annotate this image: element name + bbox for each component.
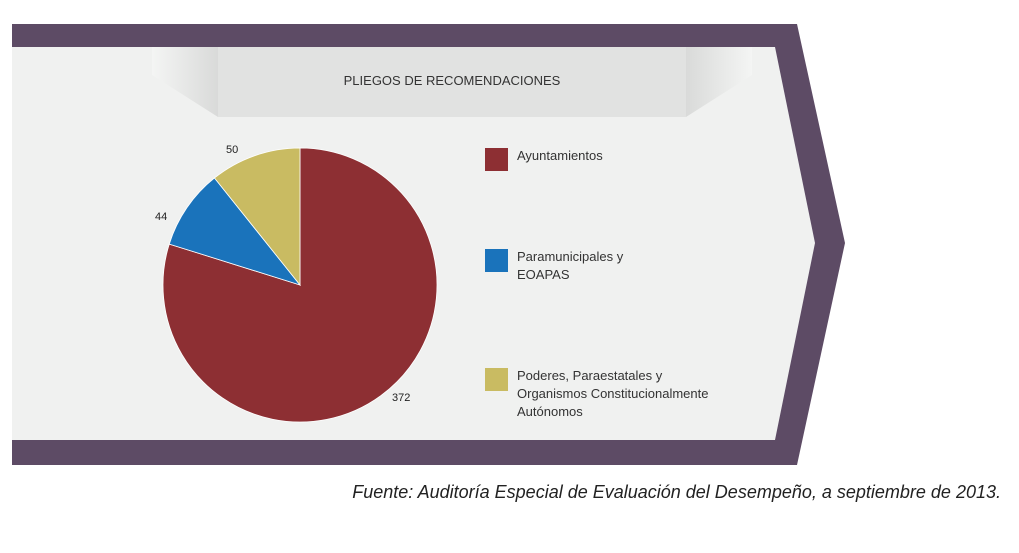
chart-title: PLIEGOS DE RECOMENDACIONES xyxy=(343,73,561,88)
title-band-right-wing xyxy=(686,47,752,117)
legend-swatch-ayuntamientos xyxy=(485,148,508,171)
slice-label-ayuntamientos: 372 xyxy=(392,392,411,404)
slice-label-poderes: 50 xyxy=(226,144,239,156)
pie-slice-paramunicipales xyxy=(168,177,302,286)
title-band xyxy=(218,47,686,117)
legend-swatch-paramunicipales xyxy=(485,249,508,272)
pie-slice-poderes xyxy=(213,147,301,287)
legend-label-poderes: Poderes, Paraestatales y Organismos Cons… xyxy=(517,368,709,419)
title-band-left-wing xyxy=(152,47,218,117)
legend-label-paramunicipales: Paramunicipales y EOAPAS xyxy=(517,249,624,282)
slice-label-paramunicipales: 44 xyxy=(155,211,168,223)
source-note: Fuente: Auditoría Especial de Evaluación… xyxy=(352,482,1001,502)
legend-swatch-poderes xyxy=(485,368,508,391)
legend-label-ayuntamientos: Ayuntamientos xyxy=(517,148,603,163)
